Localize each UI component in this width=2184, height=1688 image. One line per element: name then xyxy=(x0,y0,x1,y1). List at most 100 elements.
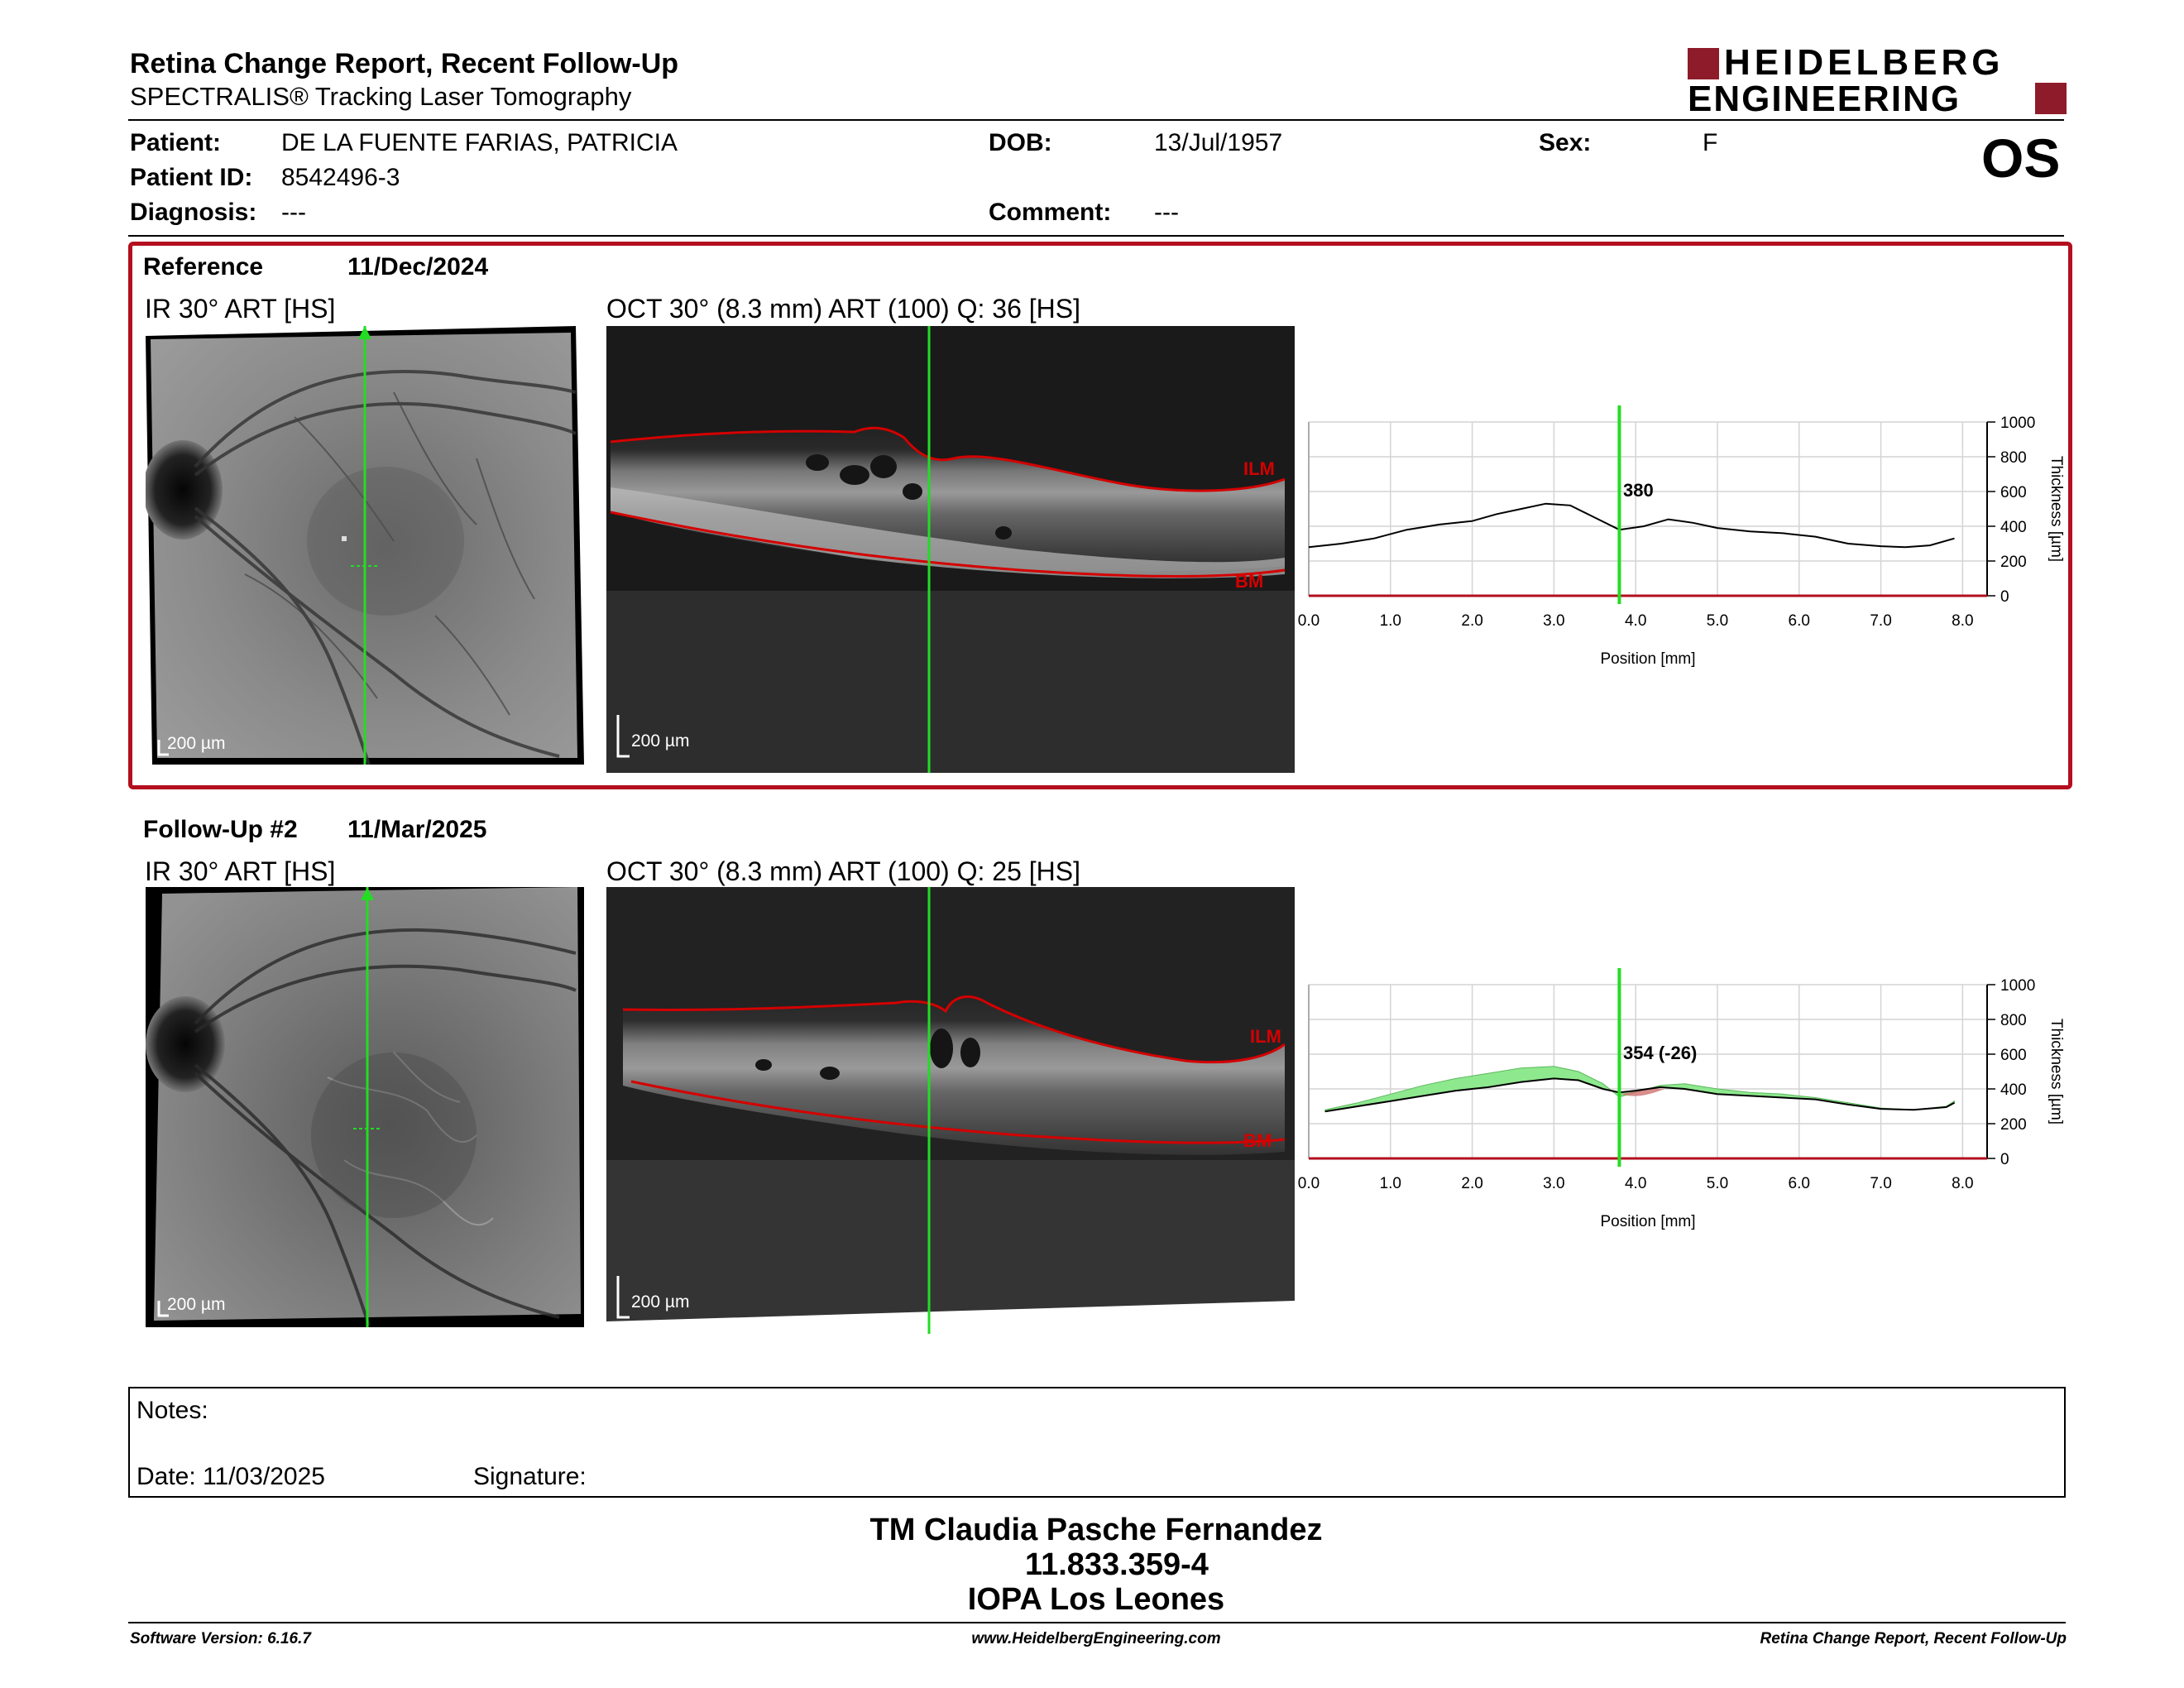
followup-ir-scale: 200 µm xyxy=(167,1295,226,1314)
stamp-name: TM Claudia Pasche Fernandez xyxy=(869,1513,1323,1547)
y-tick-label: 800 xyxy=(2000,1012,2027,1029)
y-tick-label: 1000 xyxy=(2000,415,2035,432)
y-tick-label: 600 xyxy=(2000,484,2027,501)
diagnosis-label: Diagnosis: xyxy=(130,199,257,226)
y-tick-label: 0 xyxy=(2000,1151,2009,1168)
x-tick-label: 0.0 xyxy=(1298,612,1320,630)
x-tick-label: 5.0 xyxy=(1707,1175,1728,1192)
y-tick-label: 400 xyxy=(2000,519,2027,536)
notes-box: Notes: Date: 11/03/2025 Signature: xyxy=(128,1387,2066,1498)
report-subtitle: SPECTRALIS® Tracking Laser Tomography xyxy=(130,82,632,111)
x-tick-label: 4.0 xyxy=(1625,612,1646,630)
followup-thickness-chart: 0.0 1.0 2.0 3.0 4.0 5.0 6.0 7.0 8.0 0 200 400 600 800… xyxy=(1291,968,2085,1249)
x-tick-label: 7.0 xyxy=(1870,1175,1891,1192)
logo-line1: HEIDELBERG xyxy=(1724,42,2004,83)
followup-ir-title: IR 30° ART [HS] xyxy=(145,856,336,886)
reference-ir-scale: 200 µm xyxy=(167,734,226,753)
reference-bm-label: BM xyxy=(1235,571,1264,592)
sex-value: F xyxy=(1703,129,1718,156)
y-axis-label: Thickness [µm] xyxy=(2048,456,2065,562)
scan-direction-arrow-icon xyxy=(358,326,371,339)
reference-thickness-chart: 0.0 1.0 2.0 3.0 4.0 5.0 6.0 7.0 8.0 0 200 400 600 800… xyxy=(1291,405,2085,687)
scan-direction-arrow-icon xyxy=(361,887,374,900)
x-tick-label: 5.0 xyxy=(1707,612,1728,630)
logo-square-icon xyxy=(1688,48,1719,79)
followup-oct-title: OCT 30° (8.3 mm) ART (100) Q: 25 [HS] xyxy=(606,856,1080,886)
patient-name: DE LA FUENTE FARIAS, PATRICIA xyxy=(281,129,678,156)
followup-ilm-label: ILM xyxy=(1250,1026,1281,1047)
x-tick-label: 3.0 xyxy=(1543,1175,1564,1192)
x-axis-label: Position [mm] xyxy=(1600,650,1695,668)
eye-indicator: OS xyxy=(1981,127,2061,189)
thickness-decrease-area xyxy=(1621,1087,1665,1096)
reference-date: 11/Dec/2024 xyxy=(347,253,489,281)
signature-label: Signature: xyxy=(473,1463,587,1490)
reference-ilm-line xyxy=(610,426,1286,492)
y-axis-label: Thickness [µm] xyxy=(2048,1019,2065,1125)
reference-panel xyxy=(128,242,2072,789)
thickness-series-line xyxy=(1308,502,1955,549)
x-tick-label: 6.0 xyxy=(1789,612,1810,630)
x-tick-label: 3.0 xyxy=(1543,612,1564,630)
comment-label: Comment: xyxy=(989,199,1112,226)
reference-oct-image: ILM BM 200 µm xyxy=(606,326,1295,773)
followup-ir-image: 200 µm xyxy=(146,887,584,1327)
followup-thickness-value: 354 (-26) xyxy=(1623,1043,1698,1063)
x-tick-label: 0.0 xyxy=(1298,1175,1320,1192)
patient-label: Patient: xyxy=(130,129,222,156)
reference-oct-title: OCT 30° (8.3 mm) ART (100) Q: 36 [HS] xyxy=(606,294,1080,324)
x-tick-label: 1.0 xyxy=(1380,612,1401,630)
scale-bar-icon xyxy=(157,740,169,756)
x-tick-label: 2.0 xyxy=(1461,612,1482,630)
diagnosis-value: --- xyxy=(281,199,306,226)
report-title: Retina Change Report, Recent Follow-Up xyxy=(130,48,679,79)
y-tick-label: 200 xyxy=(2000,554,2027,571)
x-tick-label: 8.0 xyxy=(1952,1175,1973,1192)
y-tick-label: 400 xyxy=(2000,1081,2027,1099)
followup-ilm-line xyxy=(622,995,1286,1064)
logo-line2: ENGINEERING xyxy=(1688,79,1961,119)
stamp-id: 11.833.359-4 xyxy=(1025,1547,1209,1582)
dob-value: 13/Jul/1957 xyxy=(1154,129,1283,156)
y-tick-label: 200 xyxy=(2000,1116,2027,1134)
comment-value: --- xyxy=(1154,199,1179,226)
reference-ir-title: IR 30° ART [HS] xyxy=(145,294,336,324)
followup-bm-line xyxy=(630,1080,1286,1144)
dob-label: DOB: xyxy=(989,129,1052,156)
scale-bar-icon xyxy=(157,1301,169,1317)
reference-ir-image: 200 µm xyxy=(143,326,584,765)
notes-date: Date: 11/03/2025 xyxy=(136,1463,325,1490)
thickness-series-line xyxy=(1324,1077,1955,1113)
x-axis-label: Position [mm] xyxy=(1600,1213,1695,1230)
patient-id: 8542496-3 xyxy=(281,164,400,191)
followup-bm-label: BM xyxy=(1243,1130,1272,1151)
sex-label: Sex: xyxy=(1539,129,1592,156)
y-tick-label: 600 xyxy=(2000,1047,2027,1064)
y-tick-label: 800 xyxy=(2000,449,2027,467)
x-tick-label: 8.0 xyxy=(1952,612,1973,630)
scale-bar-icon xyxy=(616,1276,630,1319)
patient-id-label: Patient ID: xyxy=(130,164,253,191)
scale-bar-icon xyxy=(616,715,630,758)
footer-report-name: Retina Change Report, Recent Follow-Up xyxy=(1760,1630,2067,1647)
x-tick-label: 7.0 xyxy=(1870,612,1891,630)
reference-thickness-value: 380 xyxy=(1623,480,1654,501)
followup-label: Follow-Up #2 xyxy=(143,816,298,843)
reference-label: Reference xyxy=(143,253,264,281)
notes-label: Notes: xyxy=(136,1397,208,1424)
x-tick-label: 4.0 xyxy=(1625,1175,1646,1192)
footer-website[interactable]: www.HeidelbergEngineering.com xyxy=(971,1630,1221,1647)
followup-oct-scale: 200 µm xyxy=(631,1292,690,1312)
heidelberg-logo: HEIDELBERG ENGINEERING xyxy=(1688,42,2068,119)
followup-date: 11/Mar/2025 xyxy=(347,816,487,843)
followup-oct-image: ILM BM 200 µm xyxy=(606,887,1295,1334)
x-tick-label: 6.0 xyxy=(1789,1175,1810,1192)
reference-oct-scale: 200 µm xyxy=(631,731,690,750)
stamp-institution: IOPA Los Leones xyxy=(967,1582,1225,1617)
y-tick-label: 1000 xyxy=(2000,977,2035,995)
logo-square-icon xyxy=(2035,83,2067,114)
x-tick-label: 1.0 xyxy=(1380,1175,1401,1192)
y-tick-label: 0 xyxy=(2000,588,2009,606)
x-tick-label: 2.0 xyxy=(1461,1175,1482,1192)
reference-ilm-label: ILM xyxy=(1243,458,1275,479)
